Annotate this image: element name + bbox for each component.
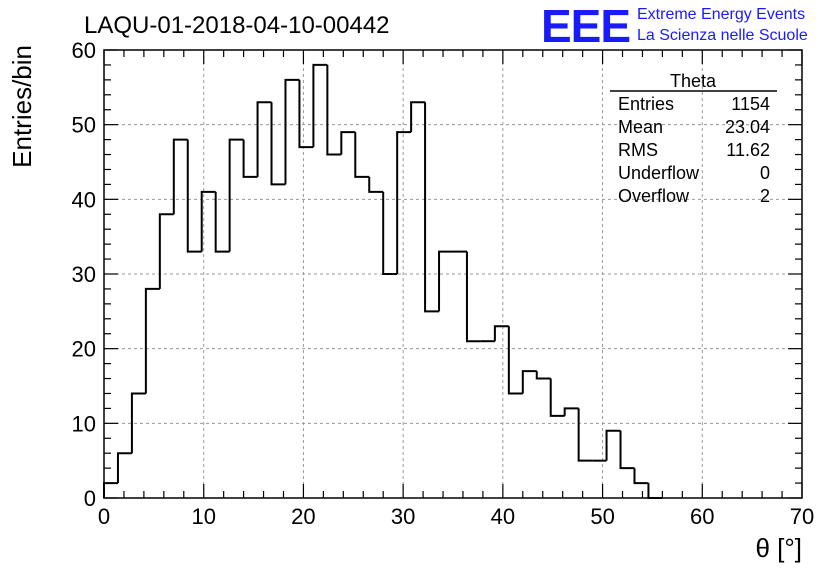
y-axis-label: Entries/bin (7, 45, 37, 168)
histogram-bin (242, 139, 258, 178)
eee-logo-mark: EEE (541, 0, 630, 52)
histogram-bin (256, 101, 272, 177)
x-tick-label: 50 (590, 504, 614, 529)
histogram-bin (158, 213, 174, 289)
histogram-bin (200, 190, 216, 252)
x-axis-label: θ [°] (755, 533, 802, 563)
histogram-bin (465, 251, 481, 343)
stats-value: 0 (760, 163, 770, 183)
histogram-bin (228, 138, 244, 252)
histogram-bin (270, 102, 286, 186)
stats-value: 2 (760, 186, 770, 206)
histogram-bin (186, 139, 202, 253)
histogram-bin (493, 325, 509, 342)
histogram-bin (605, 429, 621, 461)
x-tick-label: 70 (790, 504, 814, 529)
chart-title: LAQU-01-2018-04-10-00442 (84, 12, 390, 39)
histogram-bin (214, 191, 230, 253)
y-tick-label: 60 (72, 38, 96, 63)
stats-row: RMS 11.62 (618, 140, 770, 160)
grid-layer (104, 50, 802, 498)
histogram-bin (130, 392, 146, 454)
histogram-bin (619, 430, 635, 470)
histogram-bin (563, 407, 579, 416)
histogram-bin (521, 370, 537, 394)
x-tick-label: 10 (191, 504, 215, 529)
histogram-bin (312, 63, 328, 148)
stats-label: Underflow (618, 163, 700, 183)
histogram-bin (326, 64, 342, 156)
stats-box: Theta Entries 1154 Mean 23.04 RMS 11.62 … (610, 71, 777, 206)
histogram-bin (549, 378, 565, 417)
histogram-bin (116, 452, 132, 484)
x-tick-label: 20 (291, 504, 315, 529)
histogram-bin (382, 191, 398, 275)
histogram-bin (368, 176, 384, 193)
x-tick-label: 60 (690, 504, 714, 529)
histogram-bin (396, 131, 412, 274)
logo-line-1: Extreme Energy Events (637, 6, 805, 23)
histogram-bin (438, 250, 453, 312)
histogram-bin (647, 483, 663, 499)
stats-row: Entries 1154 (618, 94, 770, 114)
logo-line-2: La Scienza nelle Scuole (637, 27, 808, 44)
stats-row: Mean 23.04 (618, 117, 770, 137)
stats-value: 1154 (731, 94, 770, 114)
y-tick-label: 50 (72, 113, 96, 138)
y-tick-label: 0 (84, 486, 96, 511)
y-tick-label: 20 (72, 337, 96, 362)
histogram-bin (298, 79, 314, 149)
stats-label: Entries (618, 94, 674, 114)
stats-title: Theta (670, 71, 717, 91)
stats-value: 23.04 (725, 117, 770, 137)
histogram-bin (410, 101, 426, 133)
y-tick-label: 30 (72, 262, 96, 287)
x-tick-label: 0 (98, 504, 110, 529)
axis-ticks (103, 49, 803, 499)
y-tick-label: 40 (72, 187, 96, 212)
histogram-bars (103, 63, 663, 499)
histogram-bin (354, 132, 370, 178)
histogram-bin (144, 287, 160, 394)
y-tick-label: 10 (72, 411, 96, 436)
stats-label: RMS (618, 140, 658, 160)
histogram-bin (424, 102, 440, 313)
histogram-bin (340, 131, 356, 155)
x-tick-label: 30 (391, 504, 415, 529)
stats-label: Mean (618, 117, 663, 137)
histogram-bin (633, 468, 649, 485)
stats-value: 11.62 (726, 140, 770, 160)
stats-row: Overflow 2 (618, 186, 770, 206)
stats-label: Overflow (618, 186, 690, 206)
histogram-bin (507, 326, 523, 395)
x-tick-label: 40 (491, 504, 515, 529)
histogram-bin (535, 371, 551, 380)
histogram-bin (103, 482, 118, 498)
histogram-bin (577, 408, 593, 462)
histogram-bin (284, 78, 300, 185)
stats-row: Underflow 0 (618, 163, 770, 183)
histogram-bin (172, 138, 188, 215)
